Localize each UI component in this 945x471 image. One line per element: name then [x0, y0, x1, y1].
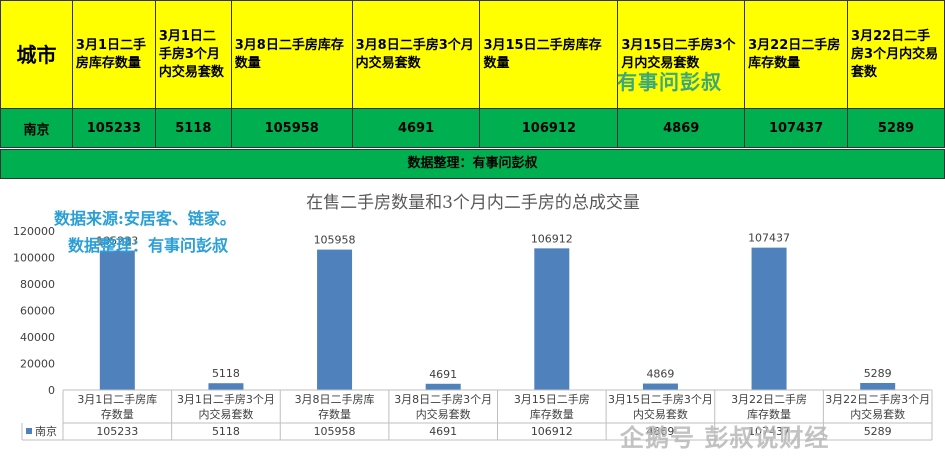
table-value: 105233 — [96, 425, 138, 438]
table-value: 5118 — [212, 425, 240, 438]
bar — [99, 250, 135, 390]
value-cell: 5118 — [154, 108, 232, 148]
value-cell: 106912 — [479, 108, 619, 148]
chart-title: 在售二手房数量和3个月内二手房的总成交量 — [306, 193, 640, 213]
legend-label: 南京 — [35, 424, 57, 438]
data-label: 105958 — [314, 234, 356, 247]
column-header: 3月8日二手房3个月内交易套数 — [351, 0, 481, 109]
data-label: 4691 — [429, 368, 457, 381]
city-header: 城市 — [0, 0, 73, 109]
table-value: 4691 — [429, 425, 457, 438]
value-cell: 4869 — [617, 108, 746, 148]
bar — [208, 383, 244, 390]
watermark-bottom: 企鹅号 彭叔说财经 — [620, 424, 830, 452]
y-tick-label: 120000 — [13, 225, 55, 238]
bar — [642, 383, 678, 390]
watermark-top: 有事问彭叔 — [617, 70, 722, 94]
value-cell: 105958 — [230, 108, 353, 148]
banner: 数据整理：有事问彭叔 — [0, 149, 945, 179]
city-cell: 南京 — [0, 108, 73, 148]
bar — [751, 247, 787, 390]
category-label: 3月8日二手房3个月内交易套数 — [394, 392, 492, 421]
data-label: 105233 — [96, 235, 138, 248]
y-tick-label: 80000 — [20, 278, 55, 291]
data-label: 4869 — [646, 368, 674, 381]
bar — [317, 249, 353, 390]
data-label: 106912 — [531, 232, 573, 245]
column-header: 3月1日二手房3个月内交易套数 — [154, 0, 232, 109]
bar — [860, 382, 896, 390]
value-cell: 107437 — [744, 108, 849, 148]
table-value: 5289 — [864, 425, 892, 438]
column-header: 3月22日二手房3个月内交易套数 — [847, 0, 945, 109]
category-label: 3月15日二手房3个月内交易套数 — [608, 392, 713, 421]
data-label: 5289 — [864, 367, 892, 380]
editor-note: 数据整理：有事问彭叔 — [68, 236, 229, 255]
value-cell: 4691 — [351, 108, 481, 148]
value-cell: 105233 — [71, 108, 156, 148]
category-label: 3月1日二手房3个月内交易套数 — [177, 392, 275, 421]
source-note: 数据来源:安居客、链家。 — [54, 209, 236, 228]
category-label: 3月8日二手房库存数量 — [295, 392, 375, 421]
y-tick-label: 40000 — [20, 331, 55, 344]
table-value: 4869 — [646, 425, 674, 438]
column-header: 3月1日二手房库存数量 — [71, 0, 156, 109]
bar-chart: 在售二手房数量和3个月内二手房的总成交量 0 20000 40000 60000 8000… — [13, 193, 933, 441]
data-table: 城市 3月1日二手房库存数量 3月1日二手房3个月内交易套数 3月8日二手房库存… — [0, 0, 945, 148]
table-value: 107437 — [748, 425, 790, 438]
table-value: 105958 — [314, 425, 356, 438]
column-header: 3月8日二手房库存数量 — [230, 0, 353, 109]
category-label: 3月15日二手房库存数量 — [514, 392, 590, 421]
data-label: 107437 — [748, 232, 790, 245]
category-label: 3月22日二手房3个月内交易套数 — [825, 392, 930, 421]
column-header: 3月22日二手房库存数量 — [744, 0, 849, 109]
header-row: 城市 3月1日二手房库存数量 3月1日二手房3个月内交易套数 3月8日二手房库存… — [0, 0, 945, 109]
value-row: 南京 105233 5118 105958 4691 106912 4869 1… — [0, 108, 945, 148]
y-tick-label: 60000 — [20, 305, 55, 318]
y-tick-label: 0 — [48, 384, 55, 397]
category-label: 3月1日二手房库存数量 — [77, 392, 157, 421]
legend-key — [26, 428, 32, 434]
data-label: 5118 — [212, 367, 240, 380]
category-label: 3月22日二手房库存数量 — [731, 392, 807, 421]
bar — [425, 383, 461, 390]
y-tick-label: 20000 — [20, 358, 55, 371]
table-value: 106912 — [531, 425, 573, 438]
column-header: 3月15日二手房库存数量 — [479, 0, 619, 109]
y-tick-label: 100000 — [13, 252, 55, 265]
column-header: 3月15日二手房3个月内交易套数 — [617, 0, 746, 109]
bar — [534, 248, 570, 390]
value-cell: 5289 — [847, 108, 945, 148]
